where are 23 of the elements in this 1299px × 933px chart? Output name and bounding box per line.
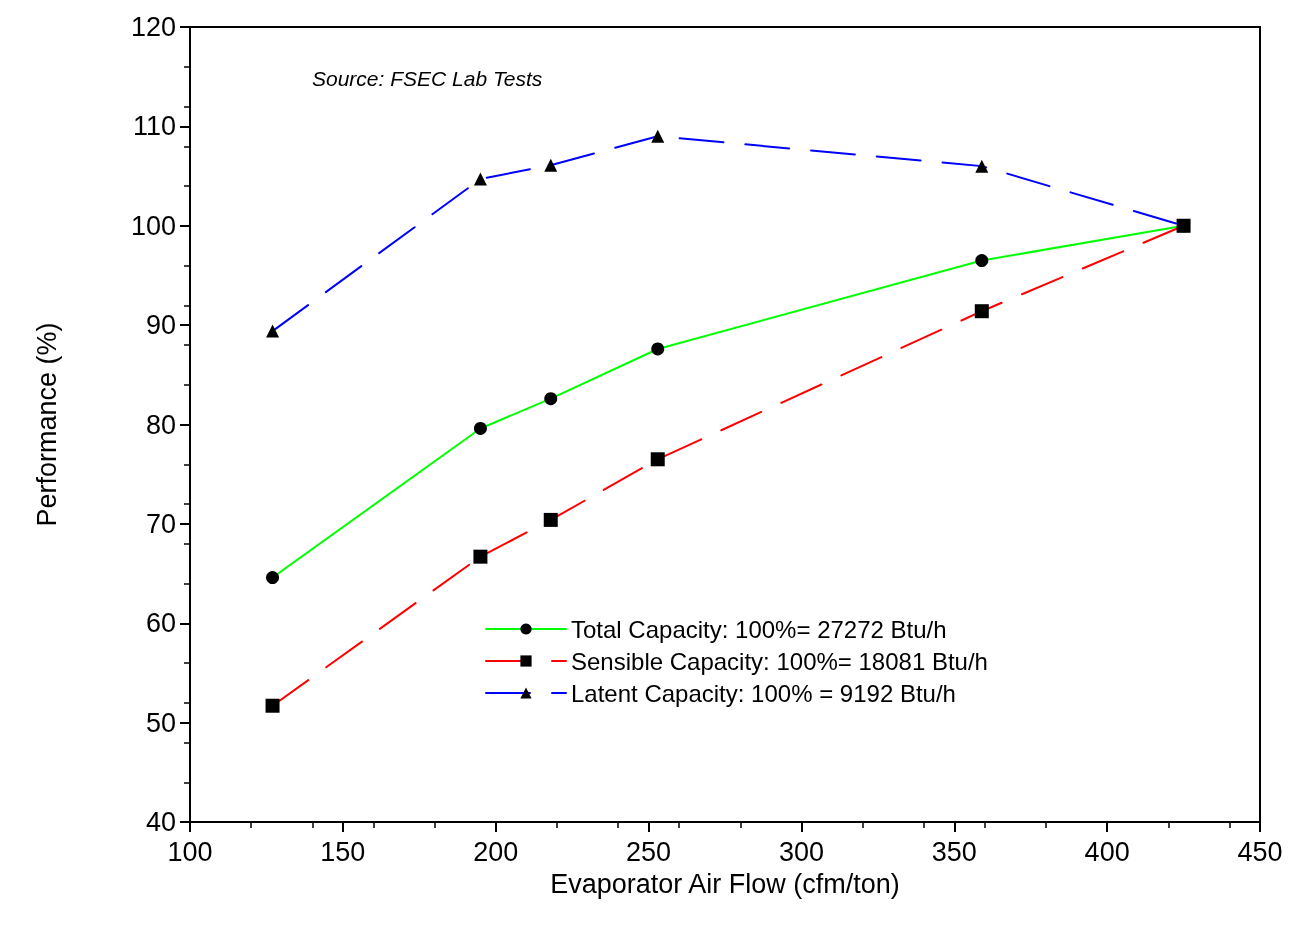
y-tick-label: 70 [145, 508, 176, 539]
x-axis-title: Evaporator Air Flow (cfm/ton) [550, 868, 900, 899]
y-tick-label: 50 [145, 707, 176, 738]
annotation: Source: FSEC Lab Tests [312, 67, 543, 90]
y-tick-label: 60 [145, 608, 176, 639]
y-tick-label: 90 [145, 310, 176, 341]
y-axis-title: Performance (%) [31, 322, 62, 527]
x-tick-label: 100 [167, 836, 213, 867]
y-tick-label: 120 [130, 12, 176, 42]
x-tick-label: 150 [320, 836, 366, 867]
x-tick-label: 300 [778, 836, 824, 867]
y-tick-label: 100 [130, 210, 176, 241]
x-tick-label: 450 [1237, 836, 1283, 867]
x-tick-label: 200 [473, 836, 519, 867]
x-tick-label: 400 [1084, 836, 1130, 867]
x-tick-label: 250 [626, 836, 672, 867]
legend-label: Latent Capacity: 100% = 9192 Btu/h [571, 679, 956, 707]
y-tick-label: 80 [145, 409, 176, 440]
y-tick-label: 110 [132, 111, 176, 142]
x-tick-label: 350 [931, 836, 977, 867]
y-tick-label: 40 [145, 807, 176, 837]
legend-label: Sensible Capacity: 100%= 18081 Btu/h [571, 647, 988, 675]
legend-label: Total Capacity: 100%= 27272 Btu/h [571, 615, 947, 643]
